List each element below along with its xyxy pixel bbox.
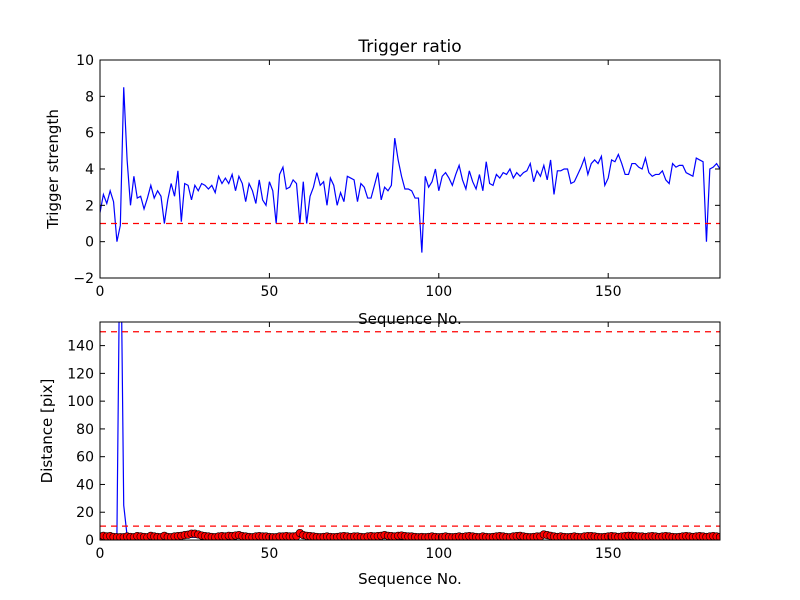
distance-y-tick-label: 0 <box>85 533 94 549</box>
trigger-ratio-x-tick-label: 100 <box>425 284 452 300</box>
distance-y-tick-label: 80 <box>76 422 94 438</box>
trigger-ratio-y-tick-label: 4 <box>85 162 94 178</box>
trigger-ratio-y-tick-label: −2 <box>73 271 94 287</box>
trigger-ratio-x-tick-label: 150 <box>595 284 622 300</box>
distance-y-tick-label: 120 <box>67 366 94 382</box>
trigger-ratio-y-tick-label: 6 <box>85 126 94 142</box>
trigger-ratio-y-tick-label: 10 <box>76 53 94 69</box>
distance-y-tick-label: 140 <box>67 339 94 355</box>
distance-x-tick-label: 0 <box>96 546 105 562</box>
distance-y-tick-label: 40 <box>76 477 94 493</box>
trigger-ratio-x-axis-label: Sequence No. <box>358 310 462 328</box>
trigger-ratio-y-tick-label: 0 <box>85 235 94 251</box>
distance-ticks: 0 50 100 150 0 20 40 60 80 100 120 140 <box>67 322 720 562</box>
trigger-ratio-title: Trigger ratio <box>357 37 461 57</box>
distance-axes-frame <box>99 321 721 541</box>
distance-x-tick-label: 100 <box>425 546 452 562</box>
trigger-ratio-axes-frame <box>99 59 721 279</box>
distance-panel: 0 50 100 150 0 20 40 60 80 100 120 140 Sequence No.… <box>38 321 721 588</box>
distance-y-tick-label: 20 <box>76 505 94 521</box>
distance-marker <box>715 532 720 540</box>
distance-plot-area <box>100 322 720 540</box>
trigger-ratio-x-tick-label: 0 <box>96 284 105 300</box>
trigger-ratio-y-tick-label: 2 <box>85 198 94 214</box>
distance-y-tick-label: 60 <box>76 450 94 466</box>
distance-x-tick-label: 150 <box>595 546 622 562</box>
distance-x-tick-label: 50 <box>260 546 278 562</box>
trigger-ratio-y-tick-label: 8 <box>85 89 94 105</box>
trigger-ratio-series-line <box>100 87 720 253</box>
trigger-ratio-y-axis-label: Trigger strength <box>44 109 62 230</box>
distance-y-axis-label: Distance [pix] <box>38 379 56 484</box>
distance-x-axis-label: Sequence No. <box>358 570 462 588</box>
trigger-ratio-x-tick-label: 50 <box>260 284 278 300</box>
distance-y-tick-label: 100 <box>67 394 94 410</box>
trigger-ratio-plot-area <box>100 87 720 253</box>
